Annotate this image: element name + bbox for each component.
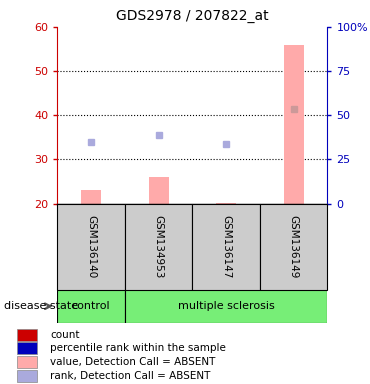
Bar [125, 204, 192, 290]
Text: value, Detection Call = ABSENT: value, Detection Call = ABSENT [50, 357, 215, 367]
Text: GSM134953: GSM134953 [154, 215, 164, 278]
Text: count: count [50, 330, 80, 340]
Bar [57, 204, 125, 290]
Text: GSM136140: GSM136140 [86, 215, 96, 278]
Bar [125, 290, 327, 323]
Bar [81, 190, 101, 204]
Bar [192, 204, 260, 290]
Bar [216, 203, 236, 204]
Bar [17, 370, 37, 382]
Text: GSM136147: GSM136147 [221, 215, 231, 278]
Text: control: control [72, 301, 110, 311]
Bar [17, 329, 37, 341]
Bar [17, 356, 37, 368]
Bar [148, 177, 169, 204]
Text: rank, Detection Call = ABSENT: rank, Detection Call = ABSENT [50, 371, 211, 381]
Text: percentile rank within the sample: percentile rank within the sample [50, 343, 226, 353]
Text: disease state: disease state [4, 301, 78, 311]
Bar [17, 343, 37, 354]
Bar [260, 204, 327, 290]
Text: GSM136149: GSM136149 [289, 215, 299, 278]
Title: GDS2978 / 207822_at: GDS2978 / 207822_at [116, 9, 269, 23]
Bar [283, 45, 304, 204]
Bar [57, 290, 125, 323]
Text: multiple sclerosis: multiple sclerosis [178, 301, 275, 311]
